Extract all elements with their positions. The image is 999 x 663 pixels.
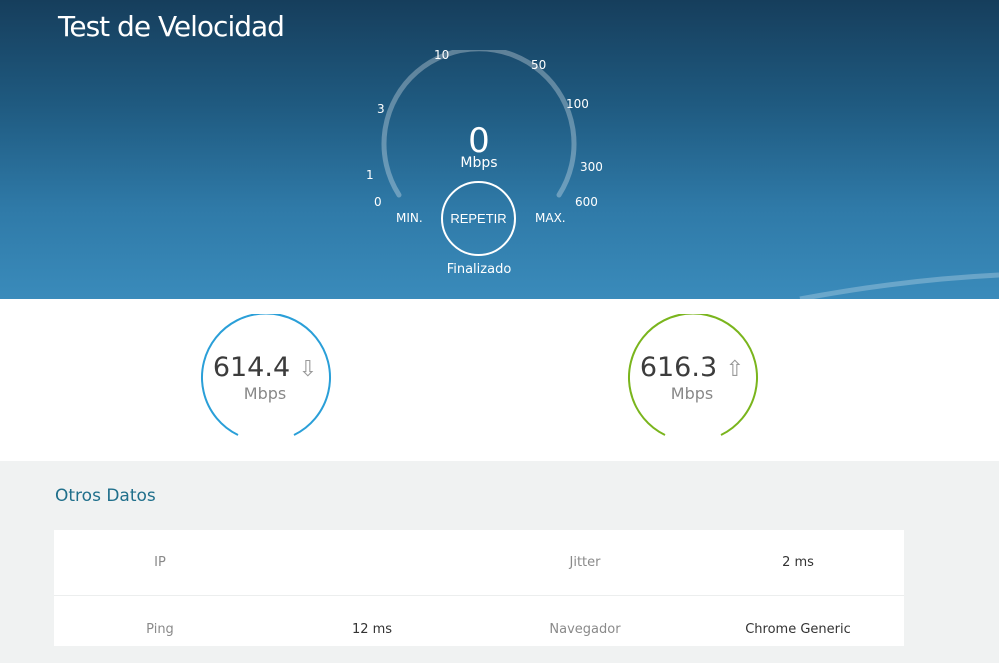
upload-result: 616.3 ⇧ Mbps bbox=[625, 314, 759, 439]
jitter-value: 2 ms bbox=[782, 555, 814, 570]
gauge-tick: 3 bbox=[377, 102, 385, 116]
table-row: Ping 12 ms Navegador Chrome Generic bbox=[54, 597, 904, 663]
gauge-tick: 10 bbox=[434, 48, 450, 62]
gauge-min-label: MIN. bbox=[396, 211, 423, 225]
download-result: 614.4 ⇩ Mbps bbox=[198, 314, 332, 439]
ip-label: IP bbox=[154, 555, 166, 570]
download-value: 614.4 bbox=[212, 352, 291, 383]
upload-value: 616.3 bbox=[639, 352, 718, 383]
test-status: Finalizado bbox=[446, 262, 512, 277]
arrow-down-icon: ⇩ bbox=[298, 357, 318, 382]
gauge-tick: 50 bbox=[531, 58, 547, 72]
page-title: Test de Velocidad bbox=[58, 10, 285, 43]
background-decoration bbox=[799, 272, 999, 299]
arrow-up-icon: ⇧ bbox=[725, 357, 745, 382]
current-speed-unit: Mbps bbox=[460, 155, 498, 171]
gauge-tick: 1 bbox=[366, 168, 374, 182]
speed-gauge-arc bbox=[381, 50, 577, 198]
gauge-max-label: MAX. bbox=[535, 211, 566, 225]
other-data-title: Otros Datos bbox=[55, 486, 156, 506]
ip-value bbox=[266, 530, 478, 596]
other-data-table: IP Jitter 2 ms Ping 12 ms Navegador Chro… bbox=[54, 530, 904, 646]
ping-value: 12 ms bbox=[351, 622, 393, 637]
repeat-test-button[interactable]: REPETIR bbox=[441, 181, 516, 256]
current-speed-value: 0 bbox=[468, 121, 490, 161]
upload-unit: Mbps bbox=[670, 384, 714, 403]
upload-ring bbox=[628, 314, 758, 436]
results-panel: 614.4 ⇩ Mbps 616.3 ⇧ Mbps bbox=[0, 299, 999, 461]
table-row: IP Jitter 2 ms bbox=[54, 530, 904, 596]
jitter-label: Jitter bbox=[569, 555, 601, 570]
hero-banner: Test de Velocidad 0 1 3 10 50 100 300 60… bbox=[0, 0, 999, 299]
download-ring bbox=[201, 314, 331, 436]
download-unit: Mbps bbox=[243, 384, 287, 403]
ping-label: Ping bbox=[146, 622, 174, 637]
browser-value: Chrome Generic bbox=[745, 622, 851, 637]
gauge-tick: 600 bbox=[575, 195, 598, 209]
gauge-tick: 100 bbox=[566, 97, 589, 111]
gauge-tick: 0 bbox=[374, 195, 382, 209]
gauge-tick: 300 bbox=[580, 160, 603, 174]
browser-label: Navegador bbox=[549, 622, 621, 637]
